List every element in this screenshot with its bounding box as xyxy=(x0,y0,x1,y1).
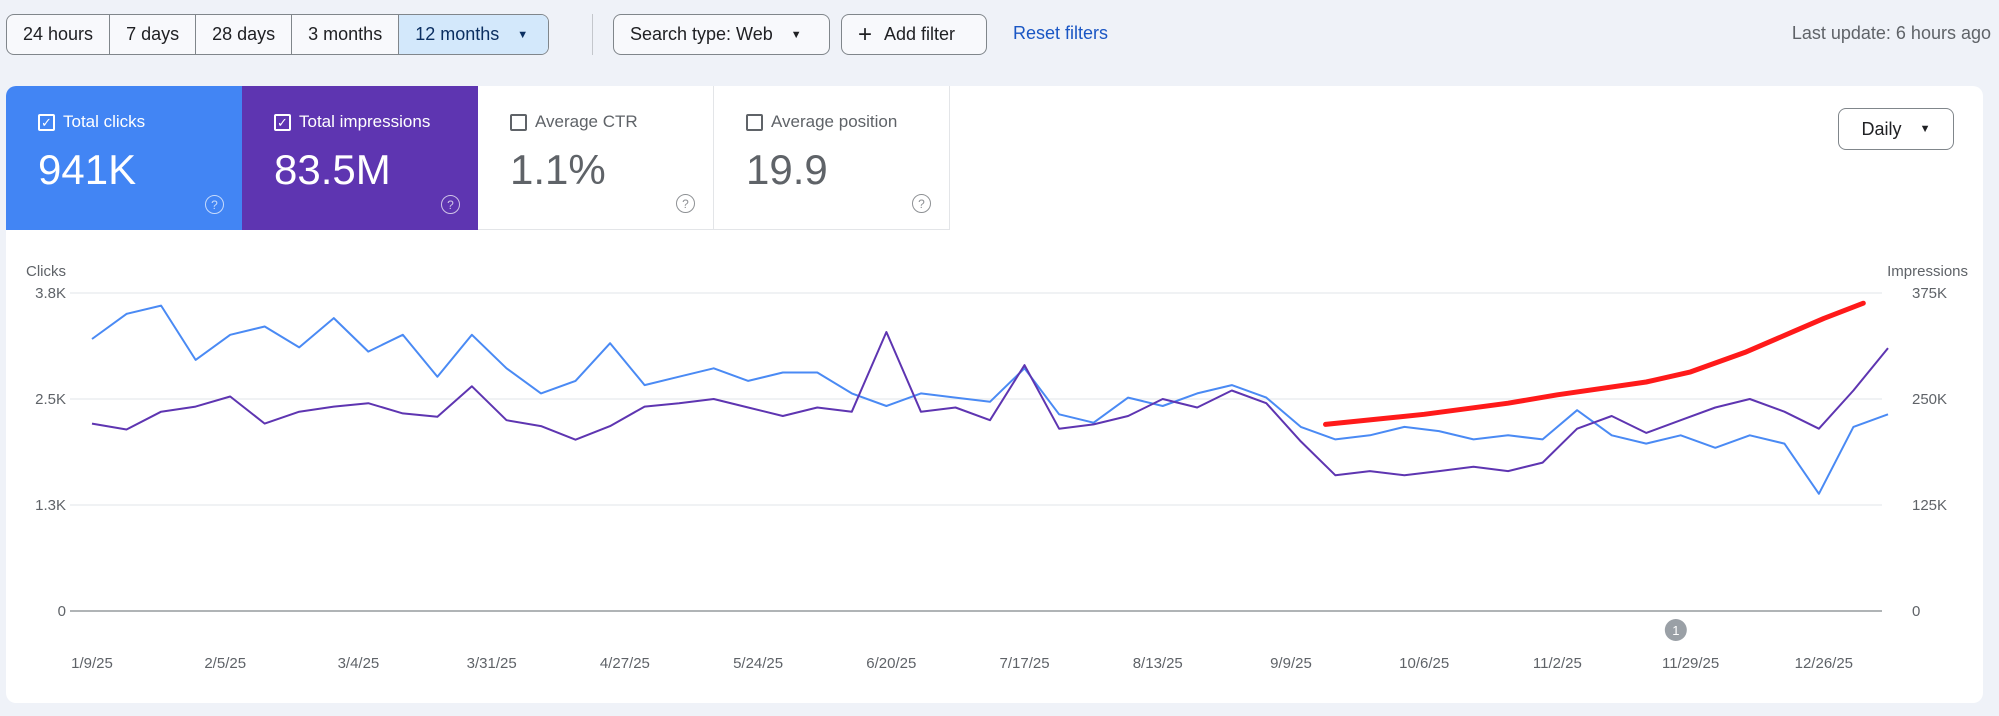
metric-label: Total impressions xyxy=(299,112,431,131)
metric-label: Average position xyxy=(771,112,898,131)
add-filter-button[interactable]: + Add filter xyxy=(841,14,987,55)
left-axis-title: Clicks xyxy=(26,263,66,280)
range-12-months[interactable]: 12 months ▼ xyxy=(399,15,549,54)
impressions-series-line xyxy=(91,331,1889,477)
checkbox-unchecked-icon[interactable] xyxy=(510,113,527,131)
last-update-text: Last update: 6 hours ago xyxy=(1791,23,1991,43)
right-axis-title: Impressions xyxy=(1887,263,1968,280)
range-28-days[interactable]: 28 days xyxy=(196,15,293,54)
right-tick-label: 375K xyxy=(1912,285,1947,302)
search-type-label: Search type: Web xyxy=(630,24,773,44)
add-filter-label: Add filter xyxy=(884,24,956,44)
metric-average-position[interactable]: Average position 19.9 ? xyxy=(714,86,950,230)
right-tick-label: 250K xyxy=(1912,391,1947,408)
metric-total-impressions[interactable]: ✓ Total impressions 83.5M ? xyxy=(242,86,478,230)
x-tick-label: 12/26/25 xyxy=(1795,655,1853,672)
metric-average-ctr[interactable]: Average CTR 1.1% ? xyxy=(478,86,714,230)
x-tick-label: 8/13/25 xyxy=(1133,655,1183,672)
help-icon[interactable]: ? xyxy=(441,195,460,214)
right-tick-label: 125K xyxy=(1912,497,1947,514)
metric-value: 941K xyxy=(38,146,137,193)
x-tick-label: 3/31/25 xyxy=(467,655,517,672)
right-tick-label: 0 xyxy=(1912,603,1920,620)
x-tick-label: 5/24/25 xyxy=(733,655,783,672)
range-label: 12 months xyxy=(415,24,500,44)
left-tick-label: 1.3K xyxy=(35,497,66,514)
left-tick-label: 2.5K xyxy=(35,391,66,408)
checkbox-checked-icon[interactable]: ✓ xyxy=(274,113,291,131)
search-type-button[interactable]: Search type: Web ▼ xyxy=(613,14,830,55)
performance-card: ✓ Total clicks 941K ? ✓ Total impressions … xyxy=(6,86,1983,703)
help-icon[interactable]: ? xyxy=(676,194,695,213)
red-trend-annotation-line xyxy=(1323,300,1866,427)
reset-filters-link[interactable]: Reset filters xyxy=(1013,23,1109,43)
caret-down-icon: ▼ xyxy=(790,28,802,41)
range-3-months[interactable]: 3 months xyxy=(292,15,400,54)
granularity-label: Daily xyxy=(1861,118,1902,139)
metric-total-clicks[interactable]: ✓ Total clicks 941K ? xyxy=(6,86,242,230)
metric-label: Total clicks xyxy=(63,112,146,131)
help-icon[interactable]: ? xyxy=(205,195,224,214)
x-tick-label: 9/9/25 xyxy=(1270,655,1312,672)
x-tick-label: 11/2/25 xyxy=(1533,655,1582,672)
x-tick-label: 11/29/25 xyxy=(1662,655,1719,672)
caret-down-icon: ▼ xyxy=(517,28,529,41)
x-tick-label: 1/9/25 xyxy=(71,655,113,672)
x-tick-label: 6/20/25 xyxy=(866,655,916,672)
divider xyxy=(592,14,593,55)
annotation-marker[interactable] xyxy=(1664,619,1687,641)
range-7-days[interactable]: 7 days xyxy=(110,15,197,54)
date-range-selector: 24 hours 7 days 28 days 3 months 12 mont… xyxy=(6,14,550,55)
x-tick-label: 10/6/25 xyxy=(1399,655,1449,672)
x-tick-label: 4/27/25 xyxy=(600,655,650,672)
metric-label: Average CTR xyxy=(535,112,638,131)
checkbox-checked-icon[interactable]: ✓ xyxy=(38,113,55,131)
caret-down-icon: ▼ xyxy=(1919,123,1931,135)
x-tick-label: 3/4/25 xyxy=(338,655,380,672)
checkbox-unchecked-icon[interactable] xyxy=(746,113,763,131)
granularity-dropdown[interactable]: Daily ▼ xyxy=(1838,108,1954,150)
metric-value: 19.9 xyxy=(746,146,828,193)
left-tick-label: 3.8K xyxy=(35,285,66,302)
x-tick-label: 2/5/25 xyxy=(204,655,246,672)
metric-value: 83.5M xyxy=(274,146,391,193)
help-icon[interactable]: ? xyxy=(912,194,931,213)
annotation-marker-label: 1 xyxy=(1672,623,1679,638)
x-tick-label: 7/17/25 xyxy=(1000,655,1050,672)
plus-icon: + xyxy=(858,20,873,48)
metric-value: 1.1% xyxy=(510,146,606,193)
left-tick-label: 0 xyxy=(58,603,66,620)
range-24-hours[interactable]: 24 hours xyxy=(7,15,111,54)
